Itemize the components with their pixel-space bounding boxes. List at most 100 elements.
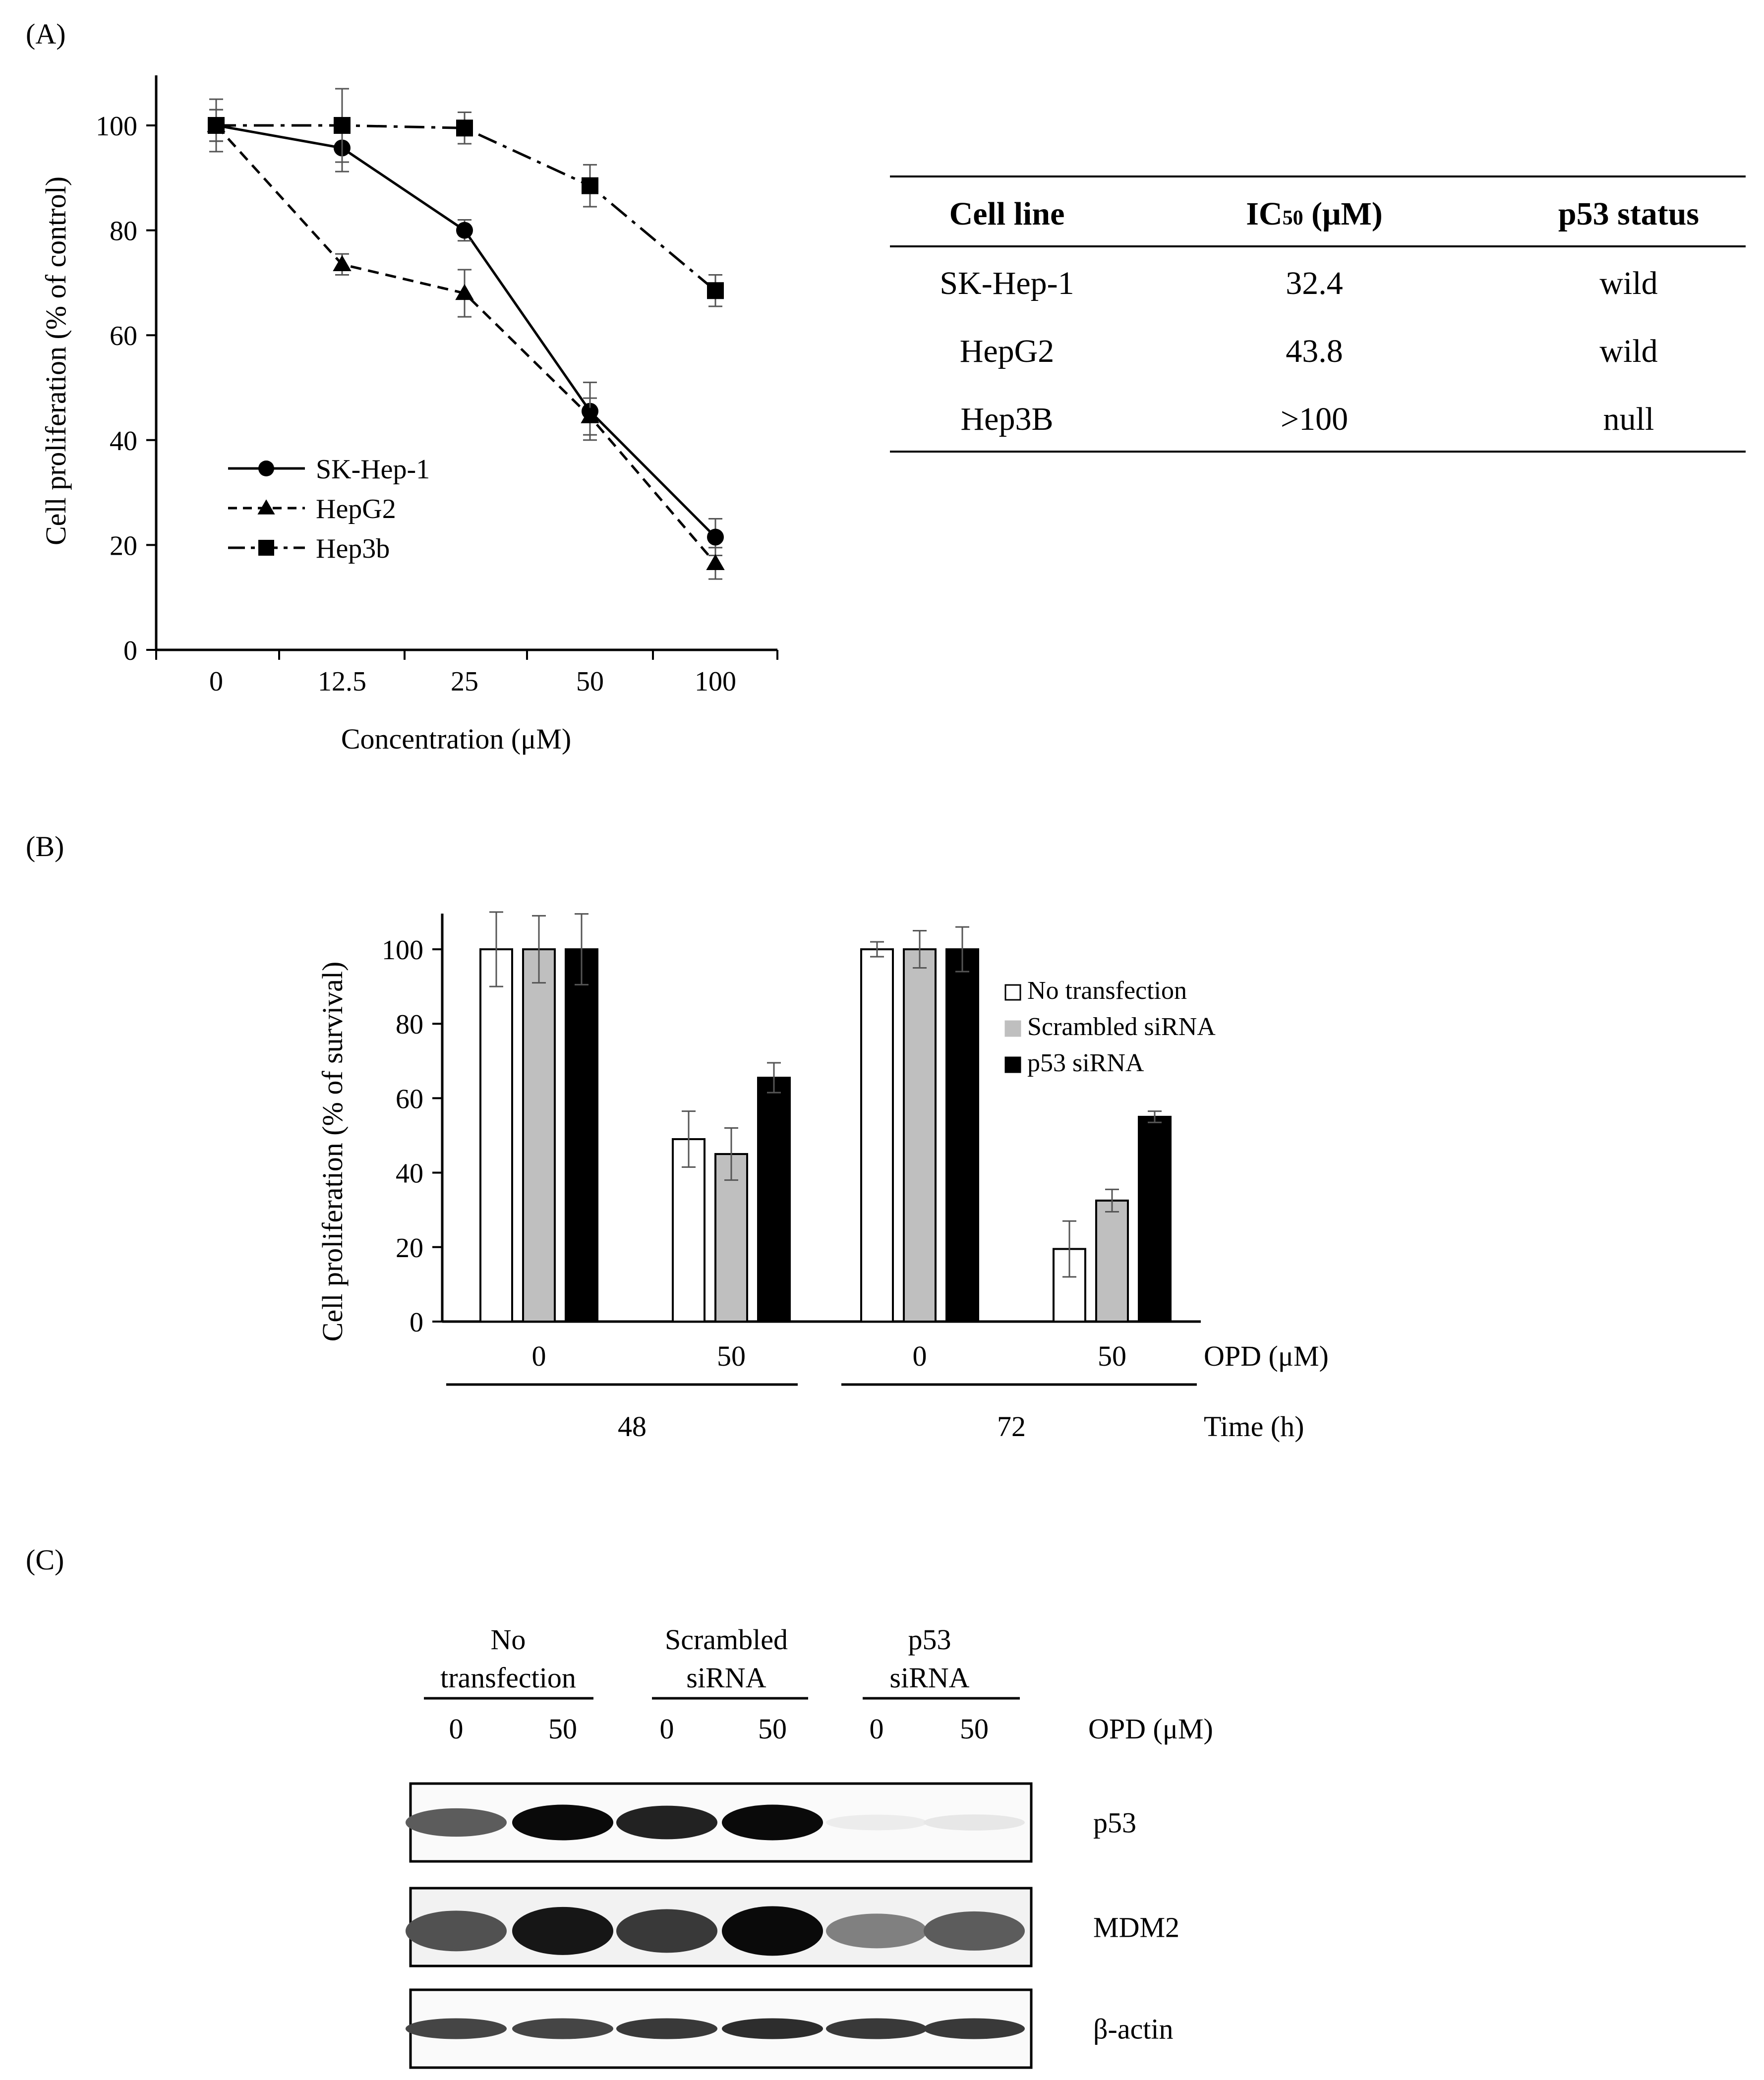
table-row: HepG2 43.8 wild [960, 333, 1658, 369]
blot-band [406, 1808, 507, 1837]
data-point [706, 554, 725, 571]
y-ticks: 0 20 40 60 80 100 [382, 935, 442, 1338]
blot-band [924, 1814, 1025, 1831]
blot-band [616, 2018, 717, 2039]
data-point [707, 282, 724, 299]
ic50-main: IC [1246, 196, 1282, 232]
blot-band [722, 1804, 823, 1841]
panel-c: (C) No transfection Scrambled siRNA p53 siRNA… [26, 1544, 1213, 2069]
blot-panel: β-actin [406, 1988, 1174, 2069]
legend-label: Hep3b [316, 533, 390, 564]
legend-label: HepG2 [316, 494, 396, 524]
group-label-line1: p53 [908, 1623, 951, 1656]
y-tick-label: 100 [382, 935, 423, 966]
blot-band [826, 1814, 927, 1831]
blot-group-header: p53 siRNA [863, 1623, 1020, 1700]
bar-chart: 0 20 40 60 80 100 0 50 0 50 OPD (μM) 48 72 Time … [316, 911, 1329, 1443]
x-tick-label: 0 [913, 1340, 927, 1372]
lane-dose-label: 0 [449, 1713, 464, 1745]
time-group-label-48: 48 [618, 1410, 647, 1443]
legend-swatch [1004, 1056, 1021, 1073]
blot-band [826, 2018, 927, 2039]
bar-group-item [479, 911, 513, 1323]
y-tick-label: 0 [123, 636, 137, 666]
series-line [216, 124, 716, 292]
legend: SK-Hep-1 HepG2 Hep3b [228, 454, 430, 564]
panel-b-label: (B) [26, 830, 64, 863]
time-group-label-72: 72 [997, 1410, 1026, 1443]
table-row: SK-Hep-1 32.4 wild [940, 265, 1657, 301]
blot-band [924, 2018, 1025, 2039]
table-cell: HepG2 [960, 333, 1055, 369]
x-tick-label: 50 [1098, 1340, 1126, 1372]
series-hep3b [208, 88, 724, 307]
blot-panels: p53 MDM2 β-actin [406, 1782, 1179, 2069]
x-tick-label: 50 [576, 666, 604, 697]
ic50-subscript: 50 [1283, 207, 1303, 230]
bar-group-item [945, 926, 979, 1323]
legend-item: Hep3b [228, 533, 390, 564]
blot-panel: MDM2 [406, 1887, 1179, 1967]
blot-group-headers: No transfection Scrambled siRNA p53 siRNA [424, 1623, 1020, 1700]
legend-label: p53 siRNA [1027, 1049, 1144, 1077]
legend-item: No transfection [1004, 977, 1187, 1005]
data-point [455, 284, 474, 300]
blot-band-label: β-actin [1093, 2013, 1174, 2045]
legend-marker [257, 499, 275, 515]
group-label-line2: transfection [440, 1662, 576, 1694]
blot-band [616, 1909, 717, 1953]
series-sk-hep-1 [208, 109, 724, 557]
bar [757, 1077, 791, 1323]
y-tick-label: 80 [396, 1009, 423, 1040]
legend-swatch [1004, 984, 1021, 1001]
y-tick-label: 0 [410, 1307, 423, 1338]
blot-band [406, 1910, 507, 1952]
table-cell: null [1603, 401, 1654, 437]
legend-label: Scrambled siRNA [1027, 1013, 1216, 1041]
table-rows: SK-Hep-1 32.4 wild HepG2 43.8 wild Hep3B >100 nu… [940, 265, 1657, 437]
y-ticks: 0 20 40 60 80 100 [96, 111, 156, 666]
group-label-line1: No [491, 1623, 526, 1656]
y-tick-label: 60 [396, 1084, 423, 1114]
bar-group-item [522, 915, 556, 1323]
bar-group-item [714, 1127, 748, 1323]
y-axis-label: Cell proliferation (% of survival) [316, 962, 349, 1342]
series-group [207, 88, 725, 580]
group-label-line1: Scrambled [665, 1623, 788, 1656]
blot-band [616, 1805, 717, 1840]
table-header-p53-status: p53 status [1558, 196, 1699, 232]
group-label-line2: siRNA [889, 1662, 969, 1694]
ic50-table: Cell line IC50 (μM) p53 status SK-Hep-1 3… [890, 175, 1746, 453]
blot-band [512, 1907, 613, 1955]
lane-dose-label: 50 [548, 1713, 577, 1745]
y-tick-label: 100 [96, 111, 137, 142]
data-point [581, 407, 599, 423]
bar [1095, 1199, 1129, 1323]
table-row: Hep3B >100 null [961, 401, 1654, 437]
x-tick-label: 25 [451, 666, 478, 697]
y-tick-label: 80 [110, 216, 137, 247]
bar-group-item [1095, 1188, 1129, 1323]
bar [945, 948, 979, 1323]
blot-band [722, 1906, 823, 1956]
bar [522, 948, 556, 1323]
x-tick-label: 0 [209, 666, 223, 697]
data-point [456, 222, 473, 239]
blot-group-header: Scrambled siRNA [652, 1623, 808, 1700]
legend-label: SK-Hep-1 [316, 454, 430, 485]
blot-band-label: p53 [1093, 1807, 1136, 1839]
bar-group-item [672, 1110, 706, 1323]
panel-b: (B) 0 20 40 60 80 100 0 50 0 50 OPD (μM) 48 72 T… [26, 830, 1329, 1443]
y-tick-label: 20 [110, 530, 137, 561]
y-axis-label: Cell proliferation (% of control) [40, 176, 72, 545]
table-header-ic50: IC50 (μM) [1246, 196, 1383, 232]
lane-dose-label: 0 [660, 1713, 674, 1745]
blot-band-label: MDM2 [1093, 1911, 1179, 1944]
data-point [333, 255, 352, 271]
legend-item: p53 siRNA [1004, 1049, 1144, 1077]
y-tick-label: 40 [110, 426, 137, 457]
panel-a-label: (A) [26, 18, 66, 50]
blot-band [406, 2018, 507, 2039]
bar-group-item [903, 929, 937, 1323]
